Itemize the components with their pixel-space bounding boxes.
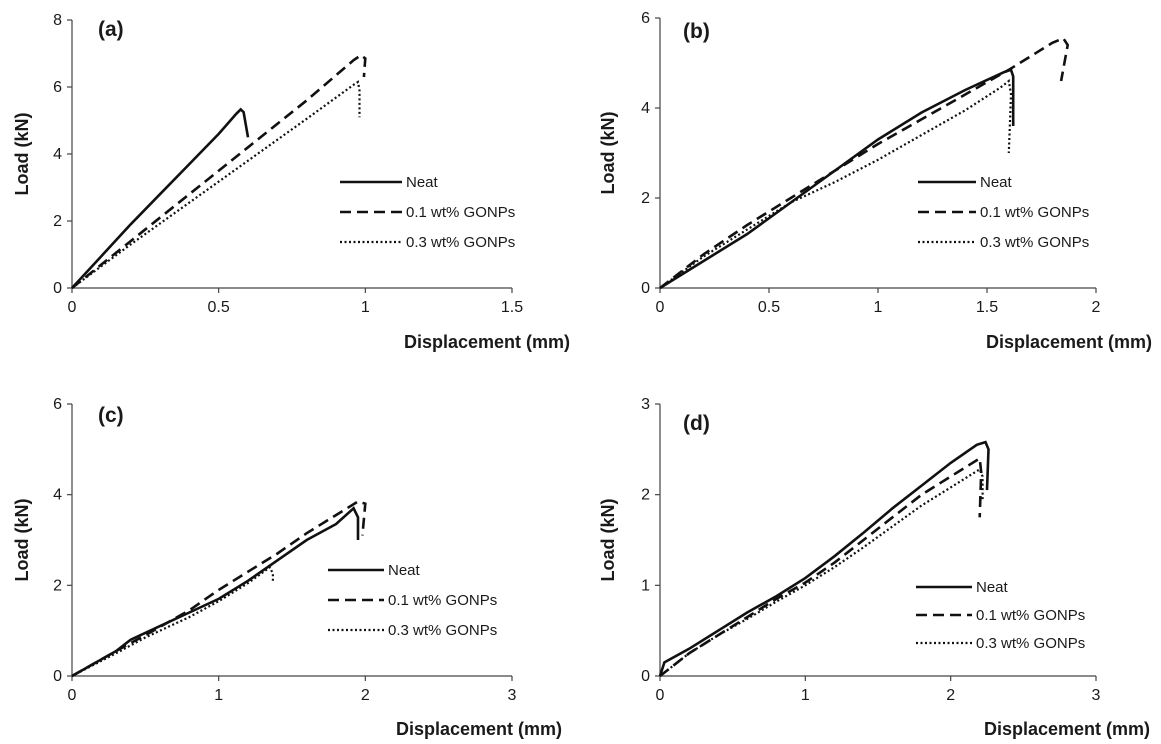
chart-panel-2: 0 2 4 6 0 0.5 1 1.5 2 Displacement (mm) Load (kN) (…: [598, 10, 1152, 352]
x-tick-label: 2: [1092, 299, 1101, 316]
legend-label: 0.1 wt% GONPs: [388, 592, 497, 609]
legend: Neat 0.1 wt% GONPs 0.3 wt% GONPs: [918, 174, 1089, 251]
x-tick-label: 1: [874, 299, 883, 316]
x-tick-label: 2: [361, 687, 370, 704]
y-tick-label: 2: [641, 487, 650, 504]
x-tick-label: 1.5: [501, 299, 523, 316]
legend-label: 0.1 wt% GONPs: [980, 204, 1089, 221]
x-tick-label: 0.5: [208, 299, 230, 316]
y-tick-label: 2: [53, 213, 62, 230]
legend-label: 0.1 wt% GONPs: [976, 607, 1085, 624]
y-tick-label: 0: [53, 668, 62, 685]
x-tick-label: 0: [68, 687, 77, 704]
x-tick-label: 1: [214, 687, 223, 704]
x-tick-label: 0: [656, 299, 665, 316]
x-tick-label: 2: [946, 687, 955, 704]
y-axis-label: Load (kN): [598, 111, 618, 194]
panel-label: (b): [683, 20, 710, 43]
series-line-solid: [659, 68, 1015, 290]
y-tick-label: 0: [641, 668, 650, 685]
chart-panel-3: 0 2 4 6 0 1 2 3 Displacement (mm) Load (kN) (c) Nea…: [12, 396, 562, 739]
panel-label: (d): [683, 412, 710, 435]
series-line-solid: [71, 506, 360, 678]
y-tick-label: 4: [641, 100, 650, 117]
x-tick-label: 0.5: [758, 299, 780, 316]
series-line-dashed: [659, 36, 1070, 290]
chart-panel-1: 0 2 4 6 8 0 0.5 1 1.5 Displacement (mm) Load (kN) (…: [12, 12, 570, 352]
x-axis-label: Displacement (mm): [404, 332, 570, 352]
x-tick-label: 3: [508, 687, 517, 704]
series-line-solid: [658, 440, 990, 677]
legend: Neat 0.1 wt% GONPs 0.3 wt% GONPs: [328, 562, 497, 639]
x-axis-label: Displacement (mm): [986, 332, 1152, 352]
panel-label: (c): [98, 404, 124, 427]
x-axis-label: Displacement (mm): [984, 719, 1150, 739]
legend-label: 0.3 wt% GONPs: [980, 234, 1089, 251]
panel-label: (a): [98, 18, 124, 41]
legend-label: Neat: [388, 562, 421, 579]
series-line-dotted: [71, 565, 274, 677]
x-tick-label: 1: [361, 299, 370, 316]
y-tick-label: 8: [53, 12, 62, 29]
y-axis-label: Load (kN): [12, 112, 32, 195]
series-line-dotted: [71, 80, 361, 289]
legend-label: Neat: [976, 579, 1009, 596]
series-line-dashed: [71, 500, 367, 678]
y-tick-label: 6: [53, 396, 62, 413]
x-tick-label: 1.5: [976, 299, 998, 316]
y-tick-label: 4: [53, 146, 62, 163]
legend-label: Neat: [406, 174, 439, 191]
y-tick-label: 4: [53, 487, 62, 504]
legend-label: Neat: [980, 174, 1013, 191]
legend-label: 0.1 wt% GONPs: [406, 204, 515, 221]
y-tick-label: 0: [641, 280, 650, 297]
chart-panel-4: 0 1 2 3 0 1 2 3 Displacement (mm) Load (kN) (d) Nea…: [598, 396, 1150, 739]
y-axis-label: Load (kN): [598, 498, 618, 581]
legend-label: 0.3 wt% GONPs: [388, 622, 497, 639]
legend: Neat 0.1 wt% GONPs 0.3 wt% GONPs: [340, 174, 515, 251]
y-tick-label: 6: [641, 10, 650, 27]
x-tick-label: 0: [656, 687, 665, 704]
y-tick-label: 3: [641, 396, 650, 413]
legend: Neat 0.1 wt% GONPs 0.3 wt% GONPs: [916, 579, 1085, 652]
y-tick-label: 1: [641, 577, 650, 594]
y-axis-label: Load (kN): [12, 498, 32, 581]
x-tick-label: 1: [801, 687, 810, 704]
x-axis-label: Displacement (mm): [396, 719, 562, 739]
series-line-dotted: [659, 78, 1013, 289]
legend-label: 0.3 wt% GONPs: [976, 635, 1085, 652]
y-tick-label: 2: [53, 577, 62, 594]
y-tick-label: 0: [53, 280, 62, 297]
x-tick-label: 3: [1092, 687, 1101, 704]
legend-label: 0.3 wt% GONPs: [406, 234, 515, 251]
series-line-solid: [71, 107, 250, 289]
series-line-dashed: [71, 53, 367, 290]
y-tick-label: 2: [641, 190, 650, 207]
y-tick-label: 6: [53, 79, 62, 96]
series-line-dotted: [659, 467, 984, 677]
x-tick-label: 0: [68, 299, 77, 316]
